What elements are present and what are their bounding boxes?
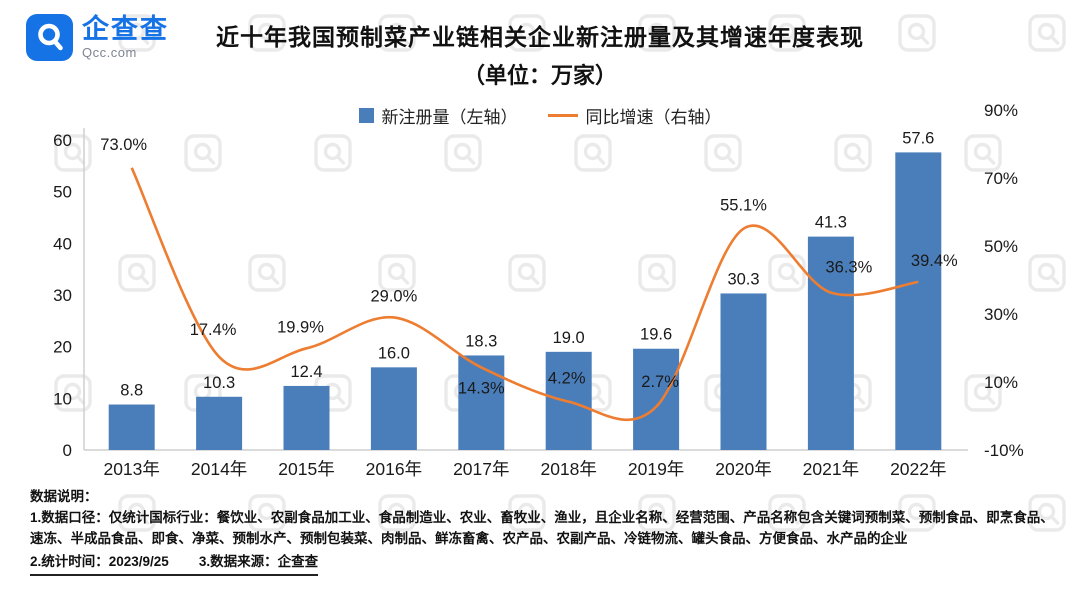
growth-value-label: 19.9% bbox=[277, 318, 324, 336]
legend: 新注册量（左轴） 同比增速（右轴） bbox=[0, 103, 1080, 128]
watermark-qcc-icon bbox=[248, 254, 286, 292]
brand-name: 企查查 bbox=[82, 14, 169, 44]
watermark-qcc-icon bbox=[574, 134, 612, 172]
growth-value-label: 29.0% bbox=[371, 287, 418, 305]
watermark-qcc-icon bbox=[964, 134, 1002, 172]
x-axis-tick-label: 2013年 bbox=[103, 459, 159, 479]
watermark-qcc-icon bbox=[184, 134, 222, 172]
legend-item-bars: 新注册量（左轴） bbox=[358, 103, 518, 128]
bar-value-label: 19.6 bbox=[640, 326, 672, 344]
growth-value-label: 73.0% bbox=[100, 136, 147, 154]
right-axis-tick-label: 30% bbox=[984, 305, 1018, 324]
x-axis-tick-label: 2021年 bbox=[803, 459, 859, 479]
bar-2017年 bbox=[458, 355, 505, 450]
bar-2014年 bbox=[196, 396, 243, 450]
growth-value-label: 39.4% bbox=[911, 252, 958, 270]
x-axis-tick-label: 2022年 bbox=[890, 459, 946, 479]
right-axis-tick-label: 90% bbox=[984, 101, 1018, 120]
bar-value-label: 41.3 bbox=[815, 214, 847, 232]
footer-note2: 2.统计时间：2023/9/25 bbox=[30, 553, 169, 569]
footer-note3: 3.数据来源：企查查 bbox=[198, 553, 319, 569]
qcc-logo-icon bbox=[26, 14, 73, 61]
growth-value-label: 2.7% bbox=[641, 373, 679, 391]
qcc-logo: 企查查 Qcc.com bbox=[26, 14, 169, 61]
footer-notes: 数据说明： 1.数据口径：仅统计国标行业：餐饮业、农副食品加工业、食品制造业、农… bbox=[30, 487, 1054, 576]
qcc-logo-text: 企查查 Qcc.com bbox=[82, 15, 169, 60]
line-swatch-icon bbox=[547, 114, 578, 117]
right-axis-tick-label: 10% bbox=[984, 373, 1018, 392]
x-axis-tick-label: 2018年 bbox=[540, 459, 596, 479]
legend-line-label: 同比增速（右轴） bbox=[585, 108, 722, 127]
legend-item-line: 同比增速（右轴） bbox=[547, 103, 722, 128]
growth-value-label: 4.2% bbox=[548, 370, 586, 388]
watermark-qcc-icon bbox=[1028, 254, 1066, 292]
bar-2021年 bbox=[807, 236, 854, 450]
bar-value-label: 8.8 bbox=[120, 382, 143, 400]
right-axis-tick-label: -10% bbox=[984, 441, 1024, 460]
footer-note1: 1.数据口径：仅统计国标行业：餐饮业、农副食品加工业、食品制造业、农业、畜牧业、… bbox=[30, 509, 1054, 546]
watermark-qcc-icon bbox=[508, 254, 546, 292]
x-axis-tick-label: 2019年 bbox=[628, 459, 684, 479]
chart-header: 近十年我国预制菜产业链相关企业新注册量及其增速年度表现 （单位：万家） bbox=[0, 18, 1080, 90]
right-axis-tick-label: 50% bbox=[984, 237, 1018, 256]
x-axis-tick-label: 2016年 bbox=[366, 459, 422, 479]
x-axis-tick-label: 2017年 bbox=[453, 459, 509, 479]
bar-2022年 bbox=[895, 152, 942, 450]
bar-2013年 bbox=[108, 404, 155, 450]
watermark-qcc-icon bbox=[638, 254, 676, 292]
growth-value-label: 36.3% bbox=[826, 259, 873, 277]
left-axis-tick-label: 50 bbox=[53, 183, 72, 202]
bar-2019年 bbox=[633, 348, 680, 450]
bar-value-label: 30.3 bbox=[727, 270, 759, 288]
left-axis-tick-label: 20 bbox=[53, 338, 72, 357]
growth-value-label: 14.3% bbox=[458, 379, 505, 397]
watermark-qcc-icon bbox=[444, 134, 482, 172]
left-axis-tick-label: 60 bbox=[53, 131, 72, 150]
bar-value-label: 19.0 bbox=[553, 329, 585, 347]
left-axis-tick-label: 10 bbox=[53, 389, 72, 408]
bar-value-label: 10.3 bbox=[203, 374, 235, 392]
legend-bar-label: 新注册量（左轴） bbox=[381, 108, 518, 127]
growth-value-label: 55.1% bbox=[720, 197, 767, 215]
chart-subtitle: （单位：万家） bbox=[462, 63, 617, 88]
watermark-qcc-icon bbox=[704, 134, 742, 172]
x-axis-tick-label: 2015年 bbox=[278, 459, 334, 479]
watermark-qcc-icon bbox=[378, 254, 416, 292]
bar-swatch-icon bbox=[358, 108, 374, 123]
growth-value-label: 17.4% bbox=[190, 321, 237, 339]
bar-2015年 bbox=[283, 385, 330, 450]
bar-2020年 bbox=[720, 293, 767, 450]
right-axis-tick-label: 70% bbox=[984, 169, 1018, 188]
x-axis-tick-label: 2020年 bbox=[715, 459, 771, 479]
bar-value-label: 12.4 bbox=[290, 363, 322, 381]
bar-value-label: 57.6 bbox=[902, 129, 934, 147]
bar-value-label: 18.3 bbox=[465, 332, 497, 350]
watermark-qcc-icon bbox=[768, 254, 806, 292]
growth-rate-line bbox=[130, 167, 919, 422]
chart-title: 近十年我国预制菜产业链相关企业新注册量及其增速年度表现 bbox=[216, 24, 864, 50]
left-axis-tick-label: 30 bbox=[53, 286, 72, 305]
footer-heading: 数据说明： bbox=[30, 489, 98, 504]
watermark-qcc-icon bbox=[118, 254, 156, 292]
watermark-qcc-icon bbox=[314, 134, 352, 172]
x-axis-tick-label: 2014年 bbox=[191, 459, 247, 479]
footer-last-line: 2.统计时间：2023/9/25 3.数据来源：企查查 bbox=[30, 552, 319, 576]
left-axis-tick-label: 0 bbox=[63, 441, 72, 460]
left-axis-tick-label: 40 bbox=[53, 234, 72, 253]
bar-value-label: 16.0 bbox=[378, 344, 410, 362]
watermark-qcc-icon bbox=[834, 134, 872, 172]
brand-domain: Qcc.com bbox=[82, 45, 137, 61]
bar-2016年 bbox=[370, 367, 417, 450]
